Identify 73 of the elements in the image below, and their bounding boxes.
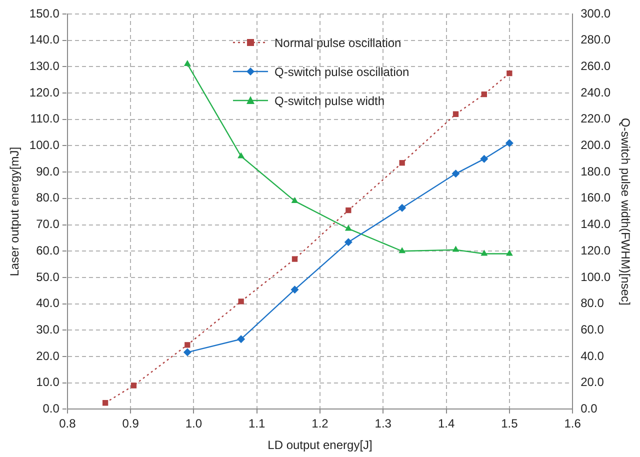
point bbox=[506, 70, 512, 76]
point bbox=[184, 60, 191, 66]
y2-tick-label: 200.0 bbox=[580, 138, 611, 152]
x-tick-label: 1.4 bbox=[438, 416, 455, 431]
y2-tick-label: 40.0 bbox=[580, 348, 604, 363]
point bbox=[480, 250, 488, 256]
point bbox=[183, 348, 192, 356]
point bbox=[238, 152, 245, 158]
point bbox=[184, 342, 190, 348]
point bbox=[398, 247, 406, 254]
y2-tick-label: 240.0 bbox=[580, 85, 611, 100]
y2-tick-label: 160.0 bbox=[580, 190, 611, 205]
y-tick-label: 80.0 bbox=[36, 190, 60, 205]
point bbox=[505, 139, 514, 148]
point bbox=[506, 250, 513, 256]
y2-tick-label: 180.0 bbox=[580, 164, 611, 178]
point bbox=[290, 286, 299, 294]
y2-tick-label: 100.0 bbox=[580, 270, 611, 284]
point bbox=[452, 246, 460, 252]
y2-tick-label: 220.0 bbox=[580, 112, 611, 126]
x-tick-label: 0.9 bbox=[122, 416, 140, 431]
y-tick-label: 10.0 bbox=[36, 375, 60, 390]
x-tick-label: 1.1 bbox=[248, 416, 266, 431]
point bbox=[480, 154, 488, 163]
y2-tick-label: 260.0 bbox=[580, 59, 611, 74]
y-axis-title: Laser output energy[mJ] bbox=[8, 146, 22, 276]
legend-label: Q-switch pulse width bbox=[274, 94, 385, 108]
point bbox=[291, 197, 298, 204]
point bbox=[452, 111, 459, 117]
y-tick-label: 100.0 bbox=[29, 138, 60, 152]
point bbox=[398, 204, 406, 212]
y2-axis-title: Q-switch pulse width(FWHM)[nsec] bbox=[618, 118, 632, 306]
point bbox=[344, 238, 352, 246]
y-tick-label: 70.0 bbox=[36, 217, 60, 232]
y2-tick-label: 280.0 bbox=[580, 32, 611, 47]
y-tick-label: 110.0 bbox=[30, 112, 60, 126]
y-tick-label: 20.0 bbox=[36, 348, 60, 363]
y2-tick-label: 0.0 bbox=[580, 402, 598, 416]
x-tick-label: 1.2 bbox=[312, 416, 329, 431]
y2-tick-label: 140.0 bbox=[580, 217, 611, 232]
legend-label: Q-switch pulse oscillation bbox=[274, 64, 410, 78]
y2-tick-label: 60.0 bbox=[580, 322, 604, 336]
x-tick-label: 1.5 bbox=[501, 416, 518, 431]
x-tick-label: 1.6 bbox=[564, 416, 582, 431]
legend-label: Normal pulse oscillation bbox=[274, 36, 402, 50]
point bbox=[399, 160, 405, 166]
point bbox=[481, 92, 487, 98]
y-tick-label: 60.0 bbox=[36, 243, 60, 258]
y2-tick-label: 120.0 bbox=[580, 243, 611, 258]
point bbox=[344, 224, 352, 231]
point bbox=[102, 400, 108, 406]
x-tick-label: 1.3 bbox=[374, 416, 392, 431]
y-tick-label: 40.0 bbox=[36, 296, 60, 310]
x-tick-label: 0.8 bbox=[59, 416, 76, 431]
x-axis-title: LD output energy[J] bbox=[268, 438, 372, 452]
point bbox=[238, 298, 244, 304]
point bbox=[237, 335, 246, 344]
y-tick-label: 140.0 bbox=[29, 32, 60, 47]
y-tick-label: 130.0 bbox=[29, 59, 60, 74]
y-tick-label: 120.0 bbox=[29, 85, 60, 100]
y2-tick-label: 80.0 bbox=[580, 296, 604, 310]
y-tick-label: 90.0 bbox=[36, 164, 60, 178]
y-tick-label: 30.0 bbox=[36, 322, 60, 336]
y-tick-label: 50.0 bbox=[36, 270, 60, 284]
y2-tick-label: 20.0 bbox=[580, 375, 604, 390]
point bbox=[452, 170, 460, 178]
x-tick-label: 1.0 bbox=[185, 416, 202, 431]
point bbox=[292, 256, 298, 262]
y2-tick-label: 300.0 bbox=[580, 6, 611, 20]
y-tick-label: 0.0 bbox=[42, 402, 60, 416]
point bbox=[346, 207, 352, 214]
y-tick-label: 150.0 bbox=[29, 6, 60, 20]
point bbox=[130, 382, 137, 388]
